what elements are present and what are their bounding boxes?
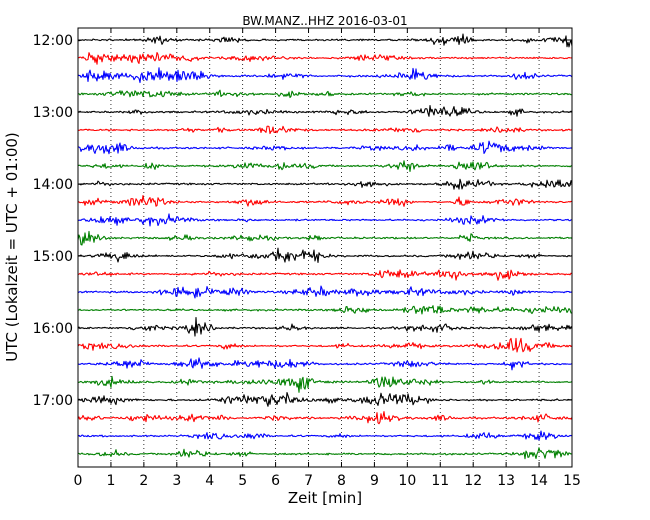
trace-line-21 bbox=[77, 411, 573, 425]
trace-line-22 bbox=[77, 430, 573, 441]
y-tick-label-1: 13:00 bbox=[33, 105, 73, 121]
trace-line-14 bbox=[77, 285, 573, 299]
y-tick-label-5: 17:00 bbox=[33, 393, 73, 409]
trace-line-0 bbox=[77, 33, 573, 48]
chart-title: BW.MANZ..HHZ 2016-03-01 bbox=[242, 14, 407, 28]
x-tick-label-10: 10 bbox=[398, 473, 416, 489]
trace-line-18 bbox=[77, 357, 573, 371]
x-tick-label-14: 14 bbox=[530, 473, 548, 489]
y-tick-label-2: 14:00 bbox=[33, 177, 73, 193]
trace-line-23 bbox=[77, 447, 573, 460]
x-tick-label-5: 5 bbox=[238, 473, 247, 489]
x-tick-label-3: 3 bbox=[172, 473, 181, 489]
trace-line-12 bbox=[77, 247, 573, 263]
x-tick-label-11: 11 bbox=[431, 473, 449, 489]
x-tick-label-12: 12 bbox=[464, 473, 482, 489]
trace-line-13 bbox=[77, 269, 573, 281]
trace-line-11 bbox=[77, 230, 573, 246]
x-tick-label-0: 0 bbox=[74, 473, 83, 489]
trace-line-10 bbox=[77, 213, 573, 227]
plot-frame bbox=[77, 27, 573, 468]
trace-line-17 bbox=[77, 337, 573, 353]
trace-line-15 bbox=[77, 305, 573, 315]
trace-line-16 bbox=[77, 316, 572, 337]
trace-lines bbox=[77, 33, 573, 460]
x-tick-label-13: 13 bbox=[497, 473, 515, 489]
axis-ticks: 0 1 2 3 4 5 6 7 8 9 10 11 12 13 14 1512:0013:0014:0015:… bbox=[33, 28, 581, 489]
trace-line-4 bbox=[77, 105, 573, 117]
y-axis-label: UTC (Lokalzeit = UTC + 01:00) bbox=[3, 132, 21, 362]
trace-line-7 bbox=[77, 160, 573, 172]
y-tick-label-4: 16:00 bbox=[33, 321, 73, 337]
trace-line-9 bbox=[77, 195, 573, 207]
trace-line-5 bbox=[78, 125, 573, 135]
x-tick-label-8: 8 bbox=[337, 473, 346, 489]
x-tick-label-2: 2 bbox=[139, 473, 148, 489]
trace-line-20 bbox=[77, 392, 573, 407]
x-tick-label-15: 15 bbox=[563, 473, 581, 489]
x-tick-label-4: 4 bbox=[205, 473, 214, 489]
trace-line-1 bbox=[77, 52, 573, 65]
trace-line-8 bbox=[77, 178, 573, 190]
trace-line-19 bbox=[77, 375, 573, 393]
x-tick-label-7: 7 bbox=[304, 473, 313, 489]
y-tick-label-3: 15:00 bbox=[33, 249, 73, 265]
x-tick-label-9: 9 bbox=[370, 473, 379, 489]
x-tick-label-6: 6 bbox=[271, 473, 280, 489]
trace-line-3 bbox=[77, 89, 573, 99]
x-axis-label: Zeit [min] bbox=[288, 489, 362, 507]
x-tick-label-1: 1 bbox=[106, 473, 115, 489]
trace-line-2 bbox=[77, 67, 573, 84]
trace-line-6 bbox=[77, 140, 573, 155]
y-tick-label-0: 12:00 bbox=[33, 33, 73, 49]
